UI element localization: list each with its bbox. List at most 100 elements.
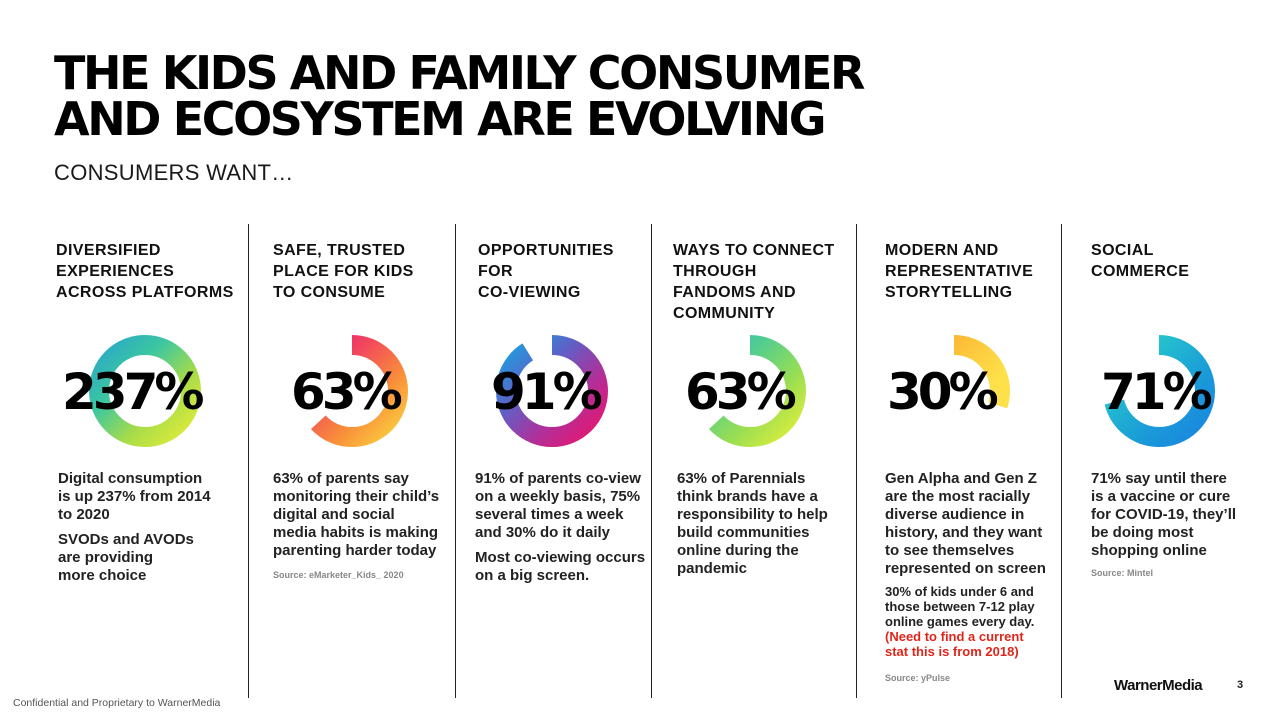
donut-chart bbox=[1103, 335, 1215, 447]
column-divider bbox=[455, 224, 456, 698]
heading-line: THROUGH bbox=[673, 263, 757, 280]
heading-line: FOR bbox=[478, 263, 513, 280]
heading-line: REPRESENTATIVE bbox=[885, 263, 1034, 280]
body-line: pandemic bbox=[677, 560, 748, 577]
column-note: 30% of kids under 6 and those between 7-… bbox=[885, 584, 1035, 659]
column-body: 91% of parents co-view on a weekly basis… bbox=[475, 470, 641, 542]
column-co-viewing: OPPORTUNITIES FOR CO-VIEWING 91% 91% of … bbox=[475, 224, 653, 698]
body-line: on a weekly basis, 75% bbox=[475, 488, 641, 505]
donut-chart bbox=[296, 335, 408, 447]
body-line: is a vaccine or cure bbox=[1091, 488, 1231, 505]
column-diversified-experiences: DIVERSIFIED EXPERIENCES ACROSS PLATFORMS… bbox=[56, 224, 246, 698]
heading-line: PLACE FOR KIDS bbox=[273, 263, 414, 280]
body-line: responsibility to help bbox=[677, 506, 828, 523]
donut-arc bbox=[89, 335, 201, 447]
donut-chart bbox=[898, 335, 1010, 447]
heading-line: SOCIAL bbox=[1091, 242, 1154, 259]
column-safe-trusted-place: SAFE, TRUSTED PLACE FOR KIDS TO CONSUME … bbox=[273, 224, 453, 698]
column-divider bbox=[1061, 224, 1062, 698]
body-line: on a big screen. bbox=[475, 567, 590, 584]
column-body-secondary: SVODs and AVODs are providing more choic… bbox=[58, 531, 194, 585]
heading-line: STORYTELLING bbox=[885, 284, 1013, 301]
heading-line: EXPERIENCES bbox=[56, 263, 175, 280]
body-line: 71% say until there bbox=[1091, 470, 1227, 487]
column-heading: SOCIAL COMMERCE bbox=[1091, 240, 1189, 282]
donut-chart bbox=[496, 335, 608, 447]
body-line: Digital consumption bbox=[58, 470, 203, 487]
stat-value: 71% bbox=[1101, 363, 1213, 421]
body-line: think brands have a bbox=[677, 488, 818, 505]
body-line: is up 237% from 2014 bbox=[58, 488, 211, 505]
body-line: several times a week bbox=[475, 506, 624, 523]
heading-line: FANDOMS AND bbox=[673, 284, 796, 301]
body-line: and 30% do it daily bbox=[475, 524, 611, 541]
editor-note-line: stat this is from 2018) bbox=[885, 644, 1019, 659]
body-line: be doing most bbox=[1091, 524, 1194, 541]
body-line: to see themselves bbox=[885, 542, 1015, 559]
body-line: 63% of parents say bbox=[273, 470, 409, 487]
heading-line: OPPORTUNITIES bbox=[478, 242, 614, 259]
note-line: 30% of kids under 6 and bbox=[885, 584, 1034, 599]
column-heading: OPPORTUNITIES FOR CO-VIEWING bbox=[478, 240, 614, 303]
body-line: monitoring their child’s bbox=[273, 488, 440, 505]
donut-chart bbox=[694, 335, 806, 447]
body-line: for COVID-19, they’ll bbox=[1091, 506, 1237, 523]
heading-line: CO-VIEWING bbox=[478, 284, 581, 301]
body-line: to 2020 bbox=[58, 506, 110, 523]
heading-line: SAFE, TRUSTED bbox=[273, 242, 406, 259]
note-line: those between 7-12 play bbox=[885, 599, 1035, 614]
column-fandoms-community: WAYS TO CONNECT THROUGH FANDOMS AND COMM… bbox=[673, 224, 855, 698]
stat-ring bbox=[295, 334, 409, 448]
column-body: Digital consumption is up 237% from 2014… bbox=[58, 470, 211, 524]
confidentiality-footer: Confidential and Proprietary to WarnerMe… bbox=[13, 697, 221, 709]
title-line-1: THE KIDS AND FAMILY CONSUMER bbox=[54, 46, 865, 100]
body-line: more choice bbox=[58, 567, 147, 584]
slide-title: THE KIDS AND FAMILY CONSUMER AND ECOSYST… bbox=[54, 50, 1004, 142]
column-heading: WAYS TO CONNECT THROUGH FANDOMS AND COMM… bbox=[673, 240, 835, 324]
stat-ring bbox=[693, 334, 807, 448]
body-line: represented on screen bbox=[885, 560, 1046, 577]
stat-ring bbox=[897, 334, 1011, 448]
title-line-2: AND ECOSYSTEM ARE EVOLVING bbox=[54, 92, 826, 146]
column-body: 63% of Parennials think brands have a re… bbox=[677, 470, 828, 578]
note-line: online games every day. bbox=[885, 614, 1035, 629]
donut-arc bbox=[898, 335, 1010, 447]
column-heading: SAFE, TRUSTED PLACE FOR KIDS TO CONSUME bbox=[273, 240, 414, 303]
warnermedia-logo: WarnerMedia bbox=[1114, 677, 1203, 694]
body-line: SVODs and AVODs bbox=[58, 531, 194, 548]
body-line: diverse audience in bbox=[885, 506, 1025, 523]
body-line: are providing bbox=[58, 549, 154, 566]
column-heading: DIVERSIFIED EXPERIENCES ACROSS PLATFORMS bbox=[56, 240, 234, 303]
editor-note-line: (Need to find a current bbox=[885, 629, 1024, 644]
body-line: parenting harder today bbox=[273, 542, 437, 559]
slide-subtitle: CONSUMERS WANT… bbox=[54, 160, 294, 185]
stat-value: 63% bbox=[685, 363, 797, 421]
stat-value: 237% bbox=[62, 363, 204, 421]
column-body: 63% of parents say monitoring their chil… bbox=[273, 470, 439, 560]
donut-arc bbox=[296, 335, 408, 447]
donut-chart bbox=[89, 335, 201, 447]
donut-arc bbox=[694, 335, 806, 447]
column-social-commerce: SOCIAL COMMERCE 71% 71% say until there … bbox=[1091, 224, 1267, 698]
column-modern-storytelling: MODERN AND REPRESENTATIVE STORYTELLING 3… bbox=[885, 224, 1059, 698]
body-line: Gen Alpha and Gen Z bbox=[885, 470, 1037, 487]
heading-line: WAYS TO CONNECT bbox=[673, 242, 835, 259]
column-body: Gen Alpha and Gen Z are the most raciall… bbox=[885, 470, 1046, 578]
body-line: 63% of Parennials bbox=[677, 470, 806, 487]
body-line: are the most racially bbox=[885, 488, 1031, 505]
column-divider bbox=[856, 224, 857, 698]
stat-ring bbox=[1102, 334, 1216, 448]
column-body-secondary: Most co-viewing occurs on a big screen. bbox=[475, 549, 645, 585]
body-line: digital and social bbox=[273, 506, 395, 523]
column-divider bbox=[651, 224, 652, 698]
body-line: Most co-viewing occurs bbox=[475, 549, 646, 566]
donut-arc bbox=[1103, 335, 1215, 447]
stat-ring bbox=[88, 334, 202, 448]
body-line: shopping online bbox=[1091, 542, 1207, 559]
source-note: Source: yPulse bbox=[885, 673, 951, 683]
page-number: 3 bbox=[1237, 679, 1244, 691]
stat-value: 91% bbox=[491, 363, 603, 421]
body-line: 91% of parents co-view bbox=[475, 470, 641, 487]
body-line: build communities bbox=[677, 524, 810, 541]
stat-ring bbox=[495, 334, 609, 448]
